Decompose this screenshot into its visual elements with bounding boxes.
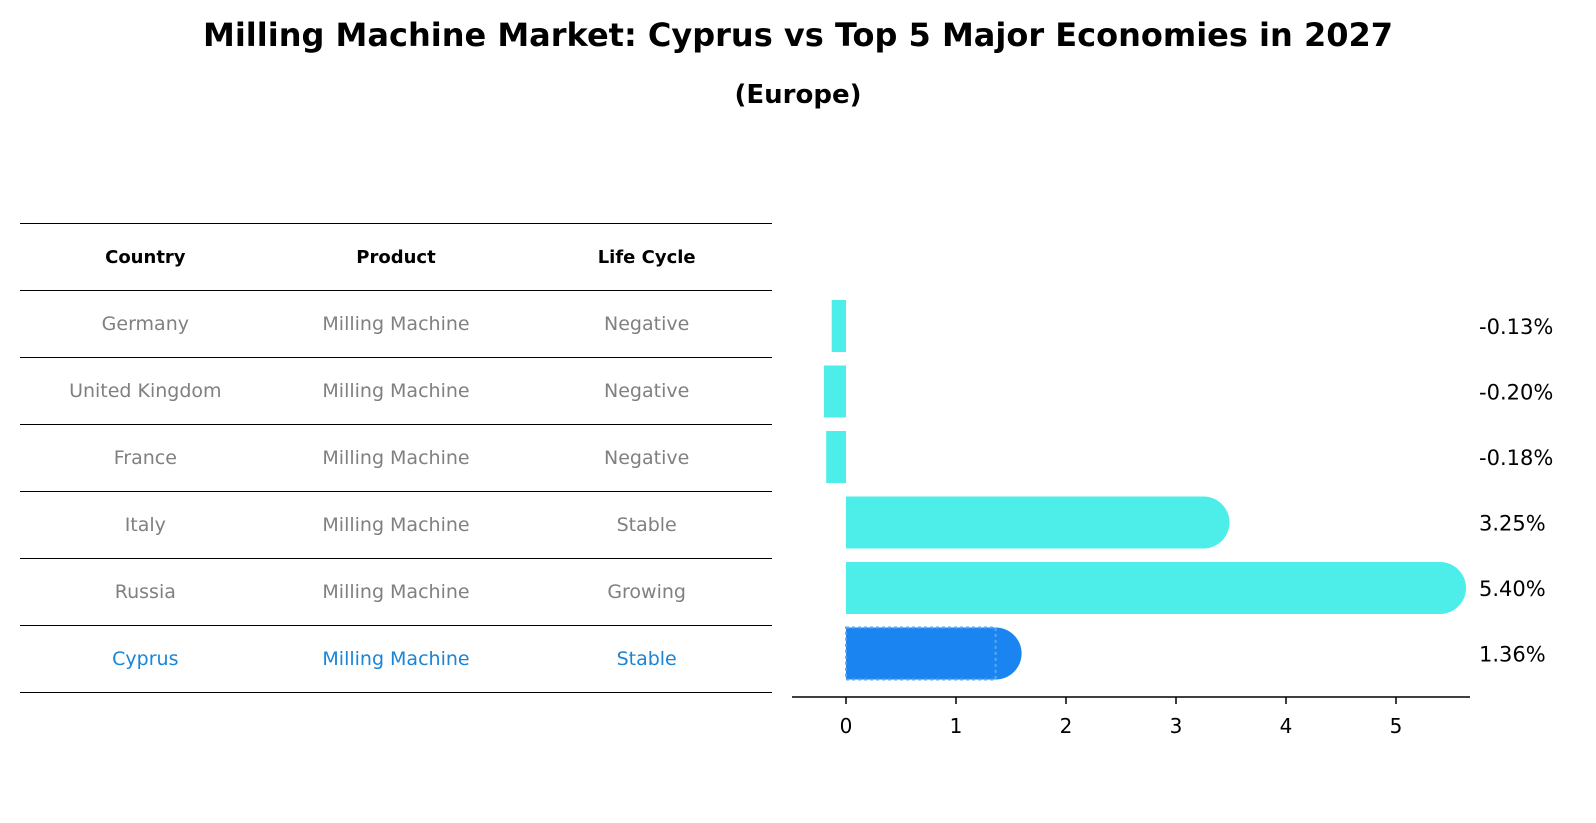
life-cycle-cell: Stable <box>521 491 772 559</box>
column-header-product: Product <box>270 223 522 291</box>
life-cycle-cell: Stable <box>521 625 772 693</box>
x-tick-label: 5 <box>1390 714 1403 738</box>
table-row: Germany Milling Machine Negative <box>20 290 772 358</box>
bar <box>826 431 846 483</box>
bar <box>846 627 1022 680</box>
column-header-country: Country <box>20 223 271 291</box>
product-cell: Milling Machine <box>270 491 522 559</box>
country-cell: Cyprus <box>20 625 271 693</box>
value-label: 5.40% <box>1479 577 1546 601</box>
country-cell: Russia <box>20 558 271 626</box>
bar <box>846 562 1466 614</box>
life-cycle-cell: Growing <box>521 558 772 626</box>
chart-subtitle: (Europe) <box>734 80 862 110</box>
bar <box>846 496 1230 549</box>
product-cell: Milling Machine <box>270 558 522 626</box>
chart-title: Milling Machine Market: Cyprus vs Top 5 … <box>202 16 1393 54</box>
table-row: United Kingdom Milling Machine Negative <box>20 357 772 425</box>
life-cycle-cell: Negative <box>521 290 772 358</box>
table-row-highlight: Cyprus Milling Machine Stable <box>20 625 772 693</box>
value-label: 3.25% <box>1479 512 1546 536</box>
table-row: Italy Milling Machine Stable <box>20 491 772 559</box>
country-cell: Italy <box>20 491 271 559</box>
x-tick-label: 1 <box>950 714 963 738</box>
country-cell: Germany <box>20 290 271 358</box>
table-header-row: Country Product Life Cycle <box>20 223 772 291</box>
country-cell: United Kingdom <box>20 357 271 425</box>
life-cycle-cell: Negative <box>521 424 772 492</box>
value-label: -0.20% <box>1479 381 1553 405</box>
country-cell: France <box>20 424 271 492</box>
product-cell: Milling Machine <box>270 357 522 425</box>
comparison-table: Country Product Life Cycle Germany Milli… <box>20 223 772 693</box>
table-row: Russia Milling Machine Growing <box>20 558 772 626</box>
product-cell: Milling Machine <box>270 290 522 358</box>
value-label: -0.18% <box>1479 446 1553 470</box>
value-label: 1.36% <box>1479 643 1546 667</box>
value-label: -0.13% <box>1479 315 1553 339</box>
x-tick-label: 0 <box>840 714 853 738</box>
product-cell: Milling Machine <box>270 625 522 693</box>
x-tick-label: 3 <box>1170 714 1183 738</box>
x-tick-label: 4 <box>1280 714 1293 738</box>
life-cycle-cell: Negative <box>521 357 772 425</box>
product-cell: Milling Machine <box>270 424 522 492</box>
table-row: France Milling Machine Negative <box>20 424 772 492</box>
bar <box>824 365 846 418</box>
bar <box>831 300 846 352</box>
column-header-life-cycle: Life Cycle <box>521 223 772 291</box>
x-tick-label: 2 <box>1060 714 1073 738</box>
bar-highlight-outline <box>845 626 997 681</box>
